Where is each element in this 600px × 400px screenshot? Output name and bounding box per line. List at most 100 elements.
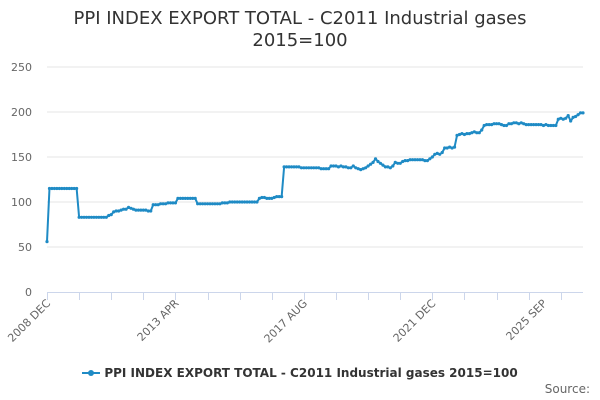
data-point[interactable] (176, 196, 180, 200)
data-point[interactable] (438, 152, 442, 156)
source-credit[interactable]: Source: (544, 382, 590, 396)
data-point[interactable] (196, 202, 200, 206)
data-point[interactable] (220, 201, 224, 205)
data-point[interactable] (324, 167, 328, 171)
data-point[interactable] (272, 195, 276, 200)
data-point[interactable] (497, 122, 501, 126)
data-point[interactable] (519, 121, 523, 125)
data-point[interactable] (280, 195, 284, 199)
data-point[interactable] (294, 165, 299, 169)
data-point[interactable] (136, 208, 140, 212)
data-point[interactable] (92, 215, 96, 219)
data-point[interactable] (331, 164, 336, 168)
data-point[interactable] (312, 166, 316, 170)
data-point[interactable] (467, 132, 471, 136)
data-point[interactable] (270, 196, 274, 200)
data-point[interactable] (499, 123, 504, 127)
data-point[interactable] (408, 158, 412, 162)
data-point[interactable] (359, 168, 363, 172)
data-point[interactable] (309, 166, 313, 170)
data-point[interactable] (282, 165, 286, 169)
data-point[interactable] (201, 202, 205, 206)
data-point[interactable] (406, 159, 410, 163)
data-point[interactable] (304, 166, 308, 170)
data-point[interactable] (235, 200, 239, 204)
data-point[interactable] (60, 186, 64, 191)
data-point[interactable] (502, 123, 506, 128)
data-point[interactable] (341, 165, 346, 169)
data-point[interactable] (576, 113, 580, 117)
data-point[interactable] (391, 164, 395, 168)
data-point[interactable] (388, 166, 392, 170)
data-point[interactable] (297, 165, 301, 169)
data-point[interactable] (168, 201, 173, 205)
data-point[interactable] (487, 123, 491, 127)
data-point[interactable] (181, 196, 185, 200)
data-point[interactable] (452, 145, 457, 149)
data-point[interactable] (139, 208, 143, 212)
data-point[interactable] (443, 146, 447, 150)
data-point[interactable] (534, 123, 538, 127)
data-point[interactable] (203, 202, 207, 206)
data-point[interactable] (564, 116, 568, 120)
data-point[interactable] (67, 186, 71, 191)
data-point[interactable] (240, 200, 244, 204)
data-point[interactable] (154, 203, 158, 207)
data-point[interactable] (465, 132, 469, 136)
data-point[interactable] (581, 111, 585, 115)
data-point[interactable] (354, 166, 358, 170)
data-point[interactable] (225, 201, 229, 205)
data-point[interactable] (556, 117, 560, 121)
data-point[interactable] (156, 203, 160, 207)
data-point[interactable] (509, 122, 513, 126)
data-point[interactable] (383, 165, 387, 169)
data-point[interactable] (415, 158, 420, 162)
data-point[interactable] (339, 164, 343, 168)
data-point[interactable] (284, 165, 289, 169)
data-point[interactable] (536, 123, 541, 127)
data-point[interactable] (492, 122, 496, 126)
data-point[interactable] (462, 132, 467, 137)
data-point[interactable] (262, 195, 266, 200)
data-point[interactable] (82, 215, 86, 219)
data-point[interactable] (425, 159, 429, 163)
data-point[interactable] (541, 123, 546, 128)
data-point[interactable] (72, 186, 76, 191)
data-point[interactable] (381, 163, 385, 167)
data-point[interactable] (326, 167, 331, 171)
data-point[interactable] (233, 200, 237, 204)
data-point[interactable] (255, 200, 259, 204)
data-point[interactable] (413, 158, 417, 162)
data-point[interactable] (129, 206, 133, 210)
data-point[interactable] (475, 131, 479, 135)
data-point[interactable] (532, 123, 536, 127)
data-point[interactable] (89, 215, 94, 219)
data-point[interactable] (472, 130, 476, 134)
data-point[interactable] (440, 150, 444, 155)
data-point[interactable] (420, 158, 425, 162)
data-point[interactable] (460, 132, 464, 136)
data-point[interactable] (396, 161, 400, 165)
data-point[interactable] (289, 165, 294, 169)
data-point[interactable] (317, 166, 321, 170)
data-point[interactable] (124, 207, 128, 211)
data-point[interactable] (70, 186, 74, 191)
data-point[interactable] (245, 200, 249, 204)
data-point[interactable] (228, 200, 232, 204)
data-point[interactable] (171, 201, 175, 205)
data-point[interactable] (144, 208, 148, 212)
data-point[interactable] (84, 215, 89, 219)
data-point[interactable] (401, 159, 405, 164)
data-point[interactable] (512, 121, 516, 125)
data-point[interactable] (368, 162, 373, 166)
data-point[interactable] (571, 115, 575, 119)
data-point[interactable] (188, 196, 192, 200)
data-point[interactable] (393, 160, 397, 164)
data-point[interactable] (378, 161, 383, 165)
data-point[interactable] (149, 209, 153, 213)
data-point[interactable] (265, 196, 269, 200)
data-point[interactable] (430, 155, 434, 159)
data-point[interactable] (193, 196, 197, 200)
data-point[interactable] (191, 196, 195, 200)
data-point[interactable] (107, 213, 111, 218)
